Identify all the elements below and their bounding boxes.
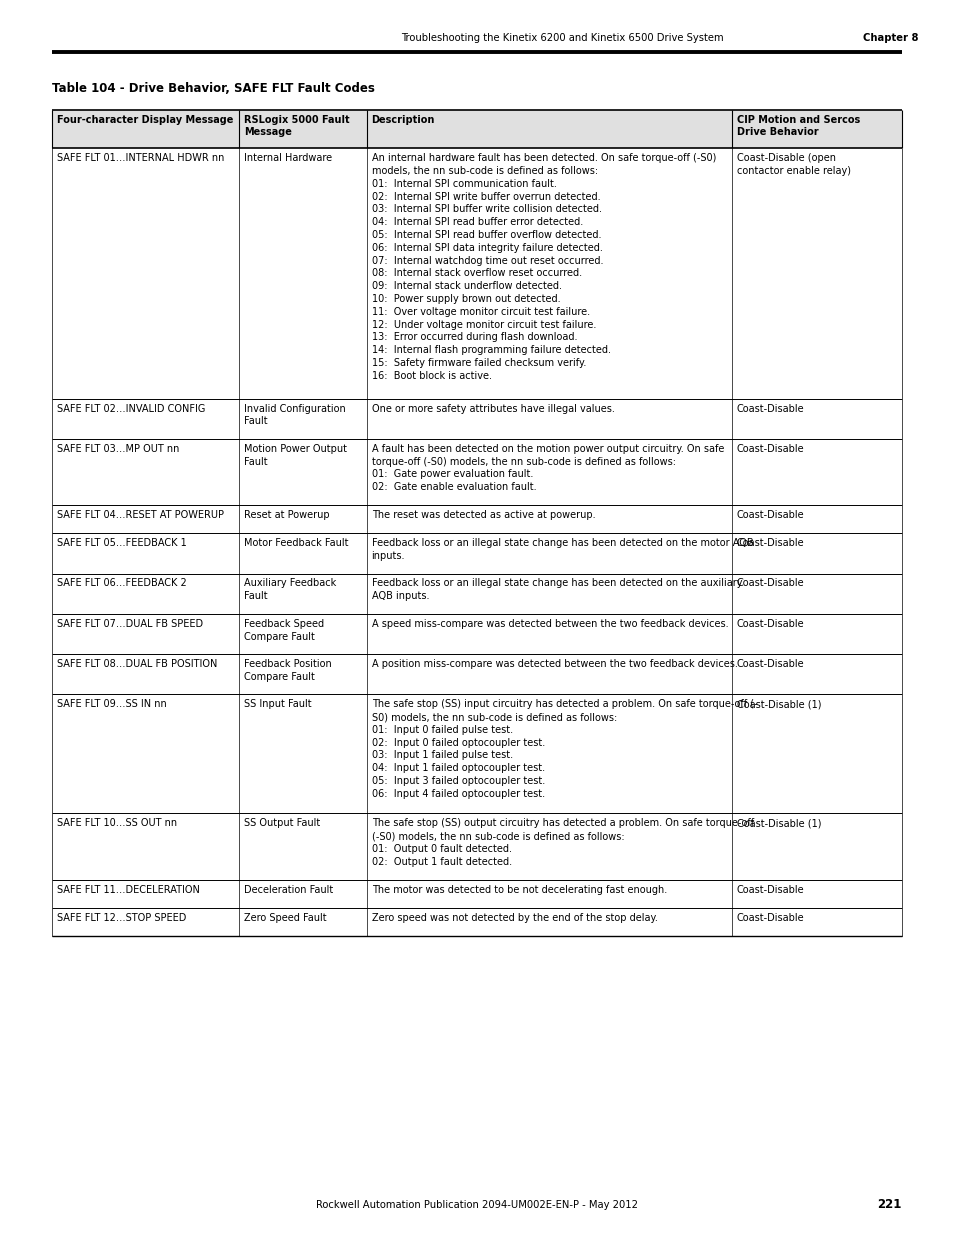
- Text: SAFE FLT 08…DUAL FB POSITION: SAFE FLT 08…DUAL FB POSITION: [57, 659, 217, 669]
- Text: SAFE FLT 10…SS OUT nn: SAFE FLT 10…SS OUT nn: [57, 819, 177, 829]
- Bar: [52, 655, 901, 694]
- Text: The reset was detected as active at powerup.: The reset was detected as active at powe…: [372, 510, 595, 520]
- Text: Coast-Disable: Coast-Disable: [736, 884, 803, 894]
- Text: Coast-Disable (1): Coast-Disable (1): [736, 699, 821, 709]
- Bar: [52, 614, 901, 655]
- Text: Motor Feedback Fault: Motor Feedback Fault: [244, 538, 349, 548]
- Text: A position miss-compare was detected between the two feedback devices.: A position miss-compare was detected bet…: [372, 659, 737, 669]
- Text: Feedback loss or an illegal state change has been detected on the auxiliary
AQB : Feedback loss or an illegal state change…: [372, 578, 741, 601]
- Text: The motor was detected to be not decelerating fast enough.: The motor was detected to be not deceler…: [372, 884, 666, 894]
- Bar: [52, 908, 901, 936]
- Text: Feedback Position
Compare Fault: Feedback Position Compare Fault: [244, 659, 332, 682]
- Text: SAFE FLT 06…FEEDBACK 2: SAFE FLT 06…FEEDBACK 2: [57, 578, 187, 589]
- Text: Coast-Disable (1): Coast-Disable (1): [736, 819, 821, 829]
- Text: Coast-Disable: Coast-Disable: [736, 404, 803, 414]
- Text: SAFE FLT 03…MP OUT nn: SAFE FLT 03…MP OUT nn: [57, 443, 180, 453]
- Bar: [52, 399, 901, 438]
- Text: Coast-Disable: Coast-Disable: [736, 538, 803, 548]
- Bar: [52, 148, 901, 399]
- Text: 221: 221: [876, 1198, 901, 1212]
- Text: SAFE FLT 09…SS IN nn: SAFE FLT 09…SS IN nn: [57, 699, 167, 709]
- Text: SAFE FLT 05…FEEDBACK 1: SAFE FLT 05…FEEDBACK 1: [57, 538, 187, 548]
- Text: A fault has been detected on the motion power output circuitry. On safe
torque-o: A fault has been detected on the motion …: [372, 443, 723, 493]
- Text: The safe stop (SS) output circuitry has detected a problem. On safe torque-off
(: The safe stop (SS) output circuitry has …: [372, 819, 753, 867]
- Bar: [52, 110, 901, 148]
- Text: SAFE FLT 02…INVALID CONFIG: SAFE FLT 02…INVALID CONFIG: [57, 404, 206, 414]
- Text: Invalid Configuration
Fault: Invalid Configuration Fault: [244, 404, 346, 426]
- Text: Deceleration Fault: Deceleration Fault: [244, 884, 334, 894]
- Text: An internal hardware fault has been detected. On safe torque-off (-S0)
models, t: An internal hardware fault has been dete…: [372, 153, 716, 380]
- Text: Zero Speed Fault: Zero Speed Fault: [244, 913, 327, 923]
- Text: Coast-Disable: Coast-Disable: [736, 659, 803, 669]
- Bar: [52, 438, 901, 505]
- Text: Description: Description: [372, 115, 435, 125]
- Text: SS Output Fault: SS Output Fault: [244, 819, 320, 829]
- Bar: [52, 814, 901, 879]
- Text: Feedback loss or an illegal state change has been detected on the motor AQB
inpu: Feedback loss or an illegal state change…: [372, 538, 753, 561]
- Text: Rockwell Automation Publication 2094-UM002E-EN-P - May 2012: Rockwell Automation Publication 2094-UM0…: [315, 1200, 638, 1210]
- Text: SAFE FLT 11…DECELERATION: SAFE FLT 11…DECELERATION: [57, 884, 200, 894]
- Text: Four-character Display Message: Four-character Display Message: [57, 115, 233, 125]
- Text: CIP Motion and Sercos
Drive Behavior: CIP Motion and Sercos Drive Behavior: [736, 115, 859, 137]
- Text: Coast-Disable: Coast-Disable: [736, 913, 803, 923]
- Text: Table 104 - Drive Behavior, SAFE FLT Fault Codes: Table 104 - Drive Behavior, SAFE FLT Fau…: [52, 82, 375, 95]
- Text: SAFE FLT 01…INTERNAL HDWR nn: SAFE FLT 01…INTERNAL HDWR nn: [57, 153, 225, 163]
- Text: Feedback Speed
Compare Fault: Feedback Speed Compare Fault: [244, 619, 324, 641]
- Bar: [52, 879, 901, 908]
- Bar: [52, 573, 901, 614]
- Text: Chapter 8: Chapter 8: [862, 33, 918, 43]
- Text: Troubleshooting the Kinetix 6200 and Kinetix 6500 Drive System: Troubleshooting the Kinetix 6200 and Kin…: [400, 33, 722, 43]
- Text: RSLogix 5000 Fault
Message: RSLogix 5000 Fault Message: [244, 115, 350, 137]
- Bar: [52, 694, 901, 814]
- Text: SAFE FLT 07…DUAL FB SPEED: SAFE FLT 07…DUAL FB SPEED: [57, 619, 203, 629]
- Text: Motion Power Output
Fault: Motion Power Output Fault: [244, 443, 347, 467]
- Text: Coast-Disable (open
contactor enable relay): Coast-Disable (open contactor enable rel…: [736, 153, 850, 177]
- Text: Internal Hardware: Internal Hardware: [244, 153, 332, 163]
- Text: Coast-Disable: Coast-Disable: [736, 619, 803, 629]
- Bar: [52, 505, 901, 534]
- Text: Reset at Powerup: Reset at Powerup: [244, 510, 330, 520]
- Bar: [52, 534, 901, 573]
- Text: The safe stop (SS) input circuitry has detected a problem. On safe torque-off (-: The safe stop (SS) input circuitry has d…: [372, 699, 757, 799]
- Text: SS Input Fault: SS Input Fault: [244, 699, 312, 709]
- Text: Auxiliary Feedback
Fault: Auxiliary Feedback Fault: [244, 578, 336, 601]
- Text: Zero speed was not detected by the end of the stop delay.: Zero speed was not detected by the end o…: [372, 913, 657, 923]
- Text: SAFE FLT 04…RESET AT POWERUP: SAFE FLT 04…RESET AT POWERUP: [57, 510, 224, 520]
- Text: SAFE FLT 12…STOP SPEED: SAFE FLT 12…STOP SPEED: [57, 913, 187, 923]
- Text: Coast-Disable: Coast-Disable: [736, 443, 803, 453]
- Text: Coast-Disable: Coast-Disable: [736, 510, 803, 520]
- Text: One or more safety attributes have illegal values.: One or more safety attributes have illeg…: [372, 404, 614, 414]
- Text: A speed miss-compare was detected between the two feedback devices.: A speed miss-compare was detected betwee…: [372, 619, 727, 629]
- Text: Coast-Disable: Coast-Disable: [736, 578, 803, 589]
